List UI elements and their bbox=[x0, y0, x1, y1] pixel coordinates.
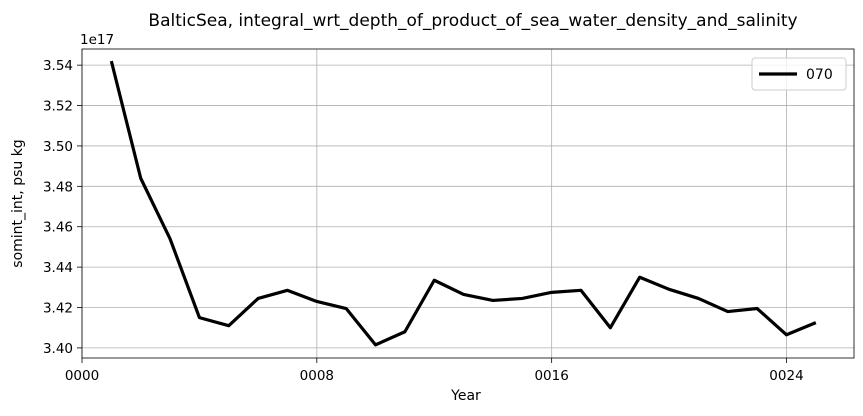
x-tick-label: 0024 bbox=[769, 368, 803, 384]
y-tick-label: 3.50 bbox=[43, 139, 73, 155]
y-tick-label: 3.48 bbox=[43, 179, 73, 195]
y-axis-label: somint_int, psu kg bbox=[10, 139, 26, 267]
y-tick-label: 3.46 bbox=[43, 220, 73, 236]
y-axis-offset-label: 1e17 bbox=[80, 32, 114, 48]
y-axis: 3.40 3.42 3.44 3.46 3.48 3.50 3.52 3.54 bbox=[43, 58, 82, 357]
x-tick-label: 0008 bbox=[300, 368, 334, 384]
y-tick-label: 3.44 bbox=[43, 260, 73, 276]
chart-title: BalticSea, integral_wrt_depth_of_product… bbox=[148, 11, 797, 31]
y-tick-label: 3.52 bbox=[43, 99, 73, 115]
x-axis-label: Year bbox=[450, 388, 481, 404]
legend-label-070: 070 bbox=[806, 67, 833, 83]
x-tick-label: 0016 bbox=[534, 368, 568, 384]
legend: 070 bbox=[752, 58, 846, 90]
series-layer bbox=[111, 61, 816, 345]
x-tick-label: 0000 bbox=[65, 368, 99, 384]
y-tick-label: 3.54 bbox=[43, 58, 73, 74]
series-line-070 bbox=[111, 61, 815, 345]
y-tick-label: 3.42 bbox=[43, 301, 73, 317]
x-axis: 0000 0008 0016 0024 bbox=[65, 358, 804, 384]
y-tick-label: 3.40 bbox=[43, 341, 73, 357]
